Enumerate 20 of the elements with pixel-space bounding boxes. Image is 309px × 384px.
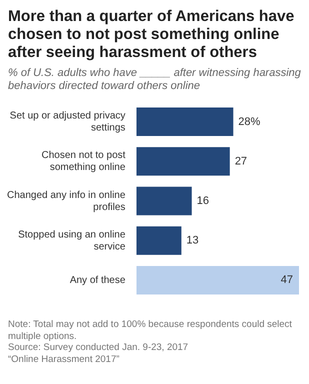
bar xyxy=(136,147,230,176)
bar xyxy=(136,226,182,255)
data-label: 27 xyxy=(234,155,248,168)
source-note: Source: Survey conducted Jan. 9-23, 2017 xyxy=(8,342,190,354)
y-tick-label: Stopped using an online service xyxy=(18,229,126,252)
y-tick-label: Set up or adjusted privacy settings xyxy=(10,110,126,134)
text: Note: Total may not add to 100% because respondents could select multiple options. xyxy=(8,319,293,342)
bar xyxy=(136,266,299,294)
y-tick-label: Chosen not to post something online xyxy=(41,150,126,174)
data-label: 47 xyxy=(280,274,293,286)
text: “Online Harassment 2017” xyxy=(8,354,120,365)
y-tick-label: Changed any info in online profiles xyxy=(6,190,126,213)
bar xyxy=(136,108,234,136)
data-label: 28% xyxy=(238,116,261,128)
chart-title: More than a quarter of Americans have chosen to not post something online after seeing harassment of others xyxy=(8,8,296,62)
data-label: 16 xyxy=(196,195,210,208)
chart-subtitle: % of U.S. adults who have _____ after witnessing harassing behaviors directed toward others online xyxy=(8,67,302,93)
bar xyxy=(136,186,192,216)
data-label: 13 xyxy=(186,234,199,247)
y-tick-label: Any of these xyxy=(70,274,126,286)
